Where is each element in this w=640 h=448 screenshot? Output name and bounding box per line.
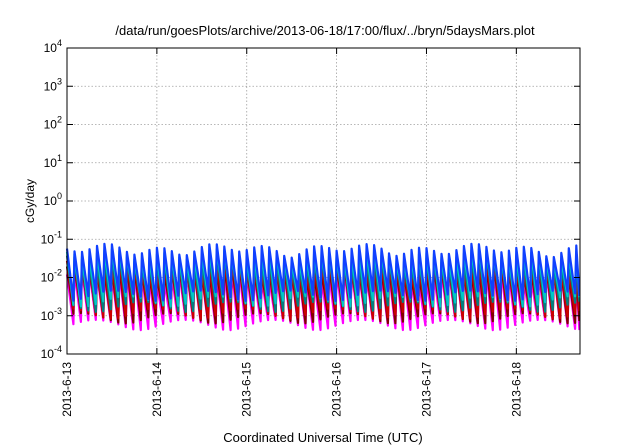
y-tick-label: 10-3 — [41, 306, 62, 323]
series-group — [65, 242, 581, 332]
y-tick-label: 101 — [44, 153, 62, 170]
y-axis-label: cGy/day — [23, 179, 37, 223]
series-line — [65, 242, 581, 302]
chart-title: /data/run/goesPlots/archive/2013-06-18/1… — [115, 23, 535, 38]
x-tick-label: 2013-6-16 — [330, 362, 344, 417]
grid — [66, 48, 580, 354]
y-tick-label: 104 — [44, 38, 62, 55]
y-tick-label: 103 — [44, 76, 62, 93]
y-axis: 10-4 10-3 10-2 10-1 100 101 102 103 104 — [41, 38, 580, 361]
y-tick-label: 100 — [44, 191, 62, 208]
x-tick-label: 2013-6-17 — [419, 362, 433, 417]
x-axis: 2013-6-13 2013-6-14 2013-6-15 2013-6-16 2013… — [60, 48, 523, 417]
y-tick-label: 10-2 — [41, 268, 62, 285]
y-tick-label: 102 — [44, 115, 62, 132]
y-tick-label: 10-1 — [41, 229, 62, 246]
x-tick-label: 2013-6-15 — [240, 362, 254, 417]
y-tick-label: 10-4 — [41, 344, 62, 361]
x-tick-label: 2013-6-18 — [509, 362, 523, 417]
x-axis-label: Coordinated Universal Time (UTC) — [223, 430, 422, 445]
x-tick-label: 2013-6-13 — [60, 362, 74, 417]
x-tick-label: 2013-6-14 — [150, 362, 164, 417]
